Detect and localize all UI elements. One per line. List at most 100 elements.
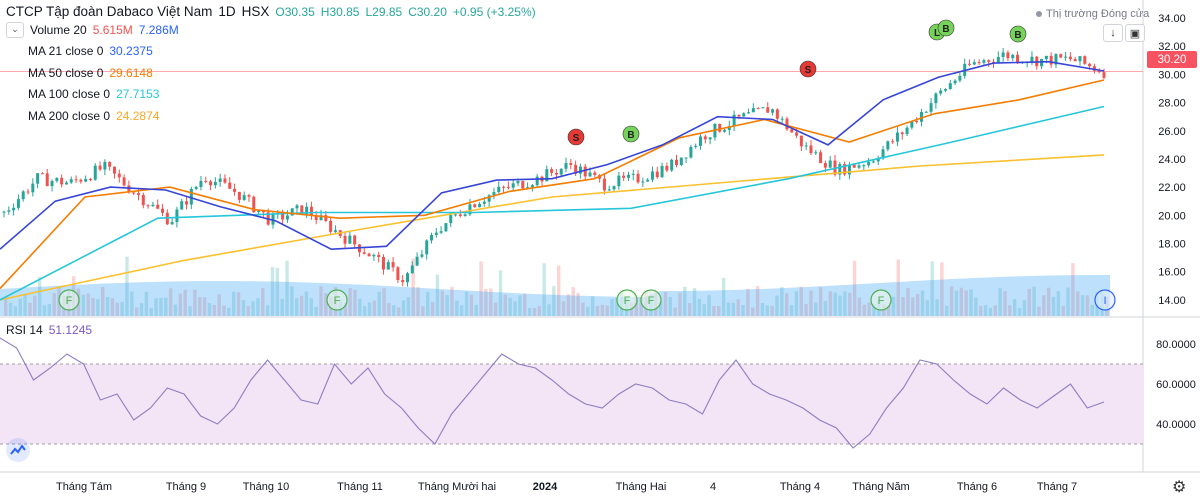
- candle-body: [852, 164, 856, 168]
- candle-body: [74, 179, 78, 181]
- volume-bar: [634, 297, 639, 316]
- volume-bar: [930, 261, 934, 316]
- exchange-label: HSX: [241, 4, 270, 19]
- volume-bar: [367, 302, 372, 316]
- candle-body: [348, 235, 352, 244]
- candle-body: [1078, 56, 1082, 62]
- volume-bar: [47, 303, 52, 316]
- volume-bar: [746, 288, 750, 316]
- candle-body: [723, 129, 727, 132]
- indicator-label: Volume 20: [30, 22, 87, 37]
- candle-body: [117, 173, 121, 178]
- candle-body: [626, 174, 630, 178]
- volume-bar: [513, 301, 517, 316]
- volume-bar: [721, 277, 726, 316]
- volume-bar: [474, 304, 478, 316]
- candle-body: [718, 123, 722, 132]
- volume-bar: [207, 302, 212, 316]
- indicator-ma21[interactable]: MA 21 close 0 30.2375: [6, 41, 536, 63]
- candle-body: [891, 141, 895, 143]
- volume-bar: [299, 295, 304, 316]
- fullscreen-button[interactable]: ▣: [1125, 24, 1145, 42]
- volume-bar: [246, 306, 250, 316]
- price-tick-label: 16.00: [1158, 267, 1186, 279]
- volume-bar: [28, 302, 32, 316]
- open-value: O30.35: [275, 4, 315, 19]
- candle-body: [1059, 54, 1063, 58]
- volume-bar: [988, 307, 993, 316]
- market-status: Thị trường Đóng cửa: [1036, 8, 1149, 20]
- scroll-to-latest-button[interactable]: ↓: [1103, 24, 1123, 42]
- volume-bar: [542, 263, 546, 316]
- volume-bar: [382, 288, 386, 316]
- candle-body: [367, 253, 371, 257]
- volume-bar: [353, 289, 357, 316]
- candle-body: [141, 194, 145, 206]
- event-marker: [640, 289, 662, 311]
- rsi-value: 51.1245: [48, 323, 93, 337]
- indicator-value: 30.2375: [109, 44, 153, 59]
- symbol-title[interactable]: CTCP Tập đoàn Dabaco Việt Nam: [6, 4, 213, 19]
- candle-body: [478, 203, 482, 208]
- signal-marker: [937, 19, 955, 37]
- volume-bar: [86, 293, 90, 316]
- candle-body: [939, 90, 943, 94]
- gear-icon[interactable]: ⚙: [1172, 479, 1187, 496]
- candle-body: [482, 201, 486, 204]
- signal-label: S: [573, 133, 580, 144]
- volume-bar: [901, 296, 905, 316]
- candle-body: [69, 179, 73, 183]
- time-axis-label: Tháng Hai: [616, 481, 667, 493]
- price-tick-label: 18.00: [1158, 239, 1186, 251]
- volume-bar: [741, 305, 745, 316]
- candle-body: [36, 173, 40, 184]
- chart-legend: CTCP Tập đoàn Dabaco Việt Nam 1D HSX O30…: [6, 4, 536, 127]
- candle-body: [93, 165, 97, 180]
- indicator-ma50[interactable]: MA 50 close 0 29.6148: [6, 62, 536, 84]
- volume-bar: [265, 305, 270, 316]
- candle-body: [156, 204, 160, 209]
- candle-body: [2, 211, 6, 213]
- candle-body: [862, 165, 866, 167]
- candle-body: [88, 179, 92, 181]
- volume-bar: [581, 302, 585, 316]
- candle-body: [511, 183, 515, 188]
- candle-body: [708, 137, 712, 140]
- volume-bar: [115, 302, 119, 316]
- volume-bar: [1076, 291, 1080, 316]
- candle-body: [972, 62, 976, 65]
- candle-body: [1068, 56, 1072, 60]
- candle-body: [929, 103, 933, 112]
- candle-body: [795, 132, 799, 136]
- candle-body: [857, 165, 861, 168]
- rsi-legend[interactable]: RSI 14 51.1245: [6, 323, 92, 337]
- volume-bar: [925, 300, 930, 316]
- volume-bar: [920, 290, 925, 316]
- indicator-ma200[interactable]: MA 200 close 0 24.2874: [6, 105, 536, 127]
- tradingview-logo-icon[interactable]: [6, 438, 30, 462]
- candle-body: [987, 60, 991, 62]
- volume-bar: [852, 260, 857, 316]
- volume-bar: [280, 298, 284, 316]
- indicator-volume[interactable]: ⌄ Volume 20 5.615M 7.286M: [6, 19, 536, 41]
- candle-body: [694, 145, 698, 147]
- candle-body: [333, 230, 337, 232]
- indicator-ma100[interactable]: MA 100 close 0 27.7153: [6, 84, 536, 106]
- event-marker: [870, 289, 892, 311]
- candle-body: [665, 165, 669, 171]
- volume-bar: [236, 292, 241, 316]
- candle-body: [405, 273, 409, 283]
- time-axis-label: Tháng 10: [243, 481, 289, 493]
- volume-bar: [23, 293, 27, 316]
- candle-body: [425, 240, 429, 255]
- candle-body: [237, 191, 241, 200]
- candle-body: [444, 223, 448, 232]
- volume-bar: [96, 298, 100, 316]
- interval-label[interactable]: 1D: [218, 4, 236, 19]
- chevron-down-icon[interactable]: ⌄: [6, 21, 24, 38]
- status-dot-icon: [1036, 11, 1042, 18]
- volume-bar: [964, 290, 968, 316]
- candle-body: [583, 166, 587, 177]
- candle-body: [785, 118, 789, 130]
